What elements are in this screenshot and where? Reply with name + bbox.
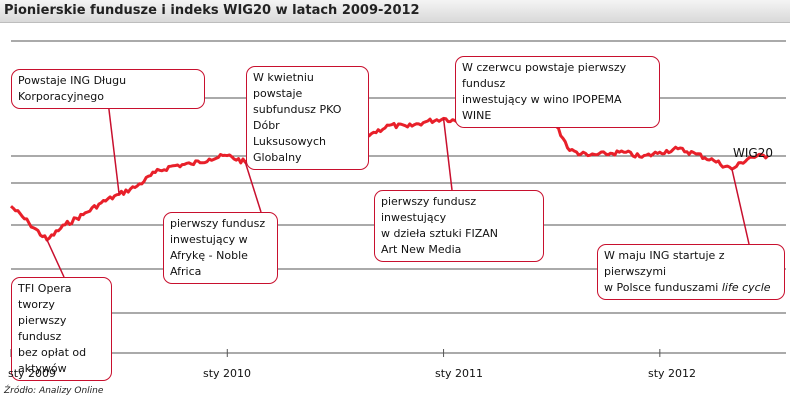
annotation-callout: W czerwcu powstaje pierwszy fundusz inwes… — [455, 56, 660, 128]
annotation-callout: W maju ING startuje z pierwszymi w Polsce… — [597, 244, 785, 300]
annotation-text-line: pierwszy fundusz — [170, 217, 266, 230]
x-tick-label: sty 2009 — [8, 367, 57, 380]
annotation-text-line: Luksusowych Globalny — [253, 135, 326, 164]
annotation-text-line: Art New Media — [381, 243, 462, 256]
annotation-text-line: W maju ING startuje z pierwszymi — [604, 249, 725, 278]
annotation-text-line: pierwszy fundusz — [18, 314, 67, 343]
annotation-text-line: pierwszy fundusz inwestujący — [381, 195, 477, 224]
annotation-callout: pierwszy fundusz inwestujący w Afrykę - No… — [163, 212, 278, 284]
title-bar: Pionierskie fundusze i indeks WIG20 w la… — [0, 0, 790, 23]
source-note: Źródło: Analizy Online — [4, 386, 104, 396]
annotation-text-line: Afrykę - Noble Africa — [170, 249, 248, 278]
annotation-text-line: subfundusz PKO Dóbr — [253, 103, 342, 132]
callout-leader-line — [731, 168, 750, 245]
annotation-callout: W kwietniu powstaje subfundusz PKO Dóbr Lu… — [246, 66, 369, 170]
callout-leader-line — [106, 92, 120, 195]
x-tick-label: sty 2012 — [648, 367, 697, 380]
annotation-italic-text: life cycle — [721, 281, 771, 294]
annotation-text-line: inwestujący w — [170, 233, 248, 246]
annotation-text-line: W kwietniu powstaje — [253, 71, 314, 100]
annotation-text-line: W czerwcu powstaje pierwszy fundusz — [462, 61, 627, 90]
chart-title: Pionierskie fundusze i indeks WIG20 w la… — [4, 3, 420, 18]
annotation-text-line: aktywów — [18, 362, 67, 375]
series-line-wig20 — [9, 107, 770, 242]
annotation-text-line: TFI Opera tworzy — [18, 282, 72, 311]
x-tick-label: sty 2010 — [203, 367, 252, 380]
callout-leader-line — [46, 239, 65, 278]
annotation-text-line: w Polsce funduszami life cycle — [604, 281, 771, 294]
annotation-text-line: Powstaje ING Długu Korporacyjnego — [18, 74, 127, 103]
annotation-text-line: bez opłat od — [18, 346, 87, 359]
callout-leader-line — [244, 162, 262, 213]
annotation-text-line: inwestujący w wino IPOPEMA WINE — [462, 93, 622, 122]
annotation-callout: TFI Opera tworzy pierwszy fundusz bez opła… — [11, 277, 112, 381]
annotation-text-line: w dzieła sztuki FIZAN — [381, 227, 499, 240]
series-label-wig20: WIG20 — [733, 146, 773, 160]
callout-leader-line — [442, 118, 453, 191]
annotation-callout: Powstaje ING Długu Korporacyjnego — [11, 69, 205, 109]
annotation-callout: pierwszy fundusz inwestujący w dzieła szt… — [374, 190, 544, 262]
x-tick-label: sty 2011 — [435, 367, 484, 380]
